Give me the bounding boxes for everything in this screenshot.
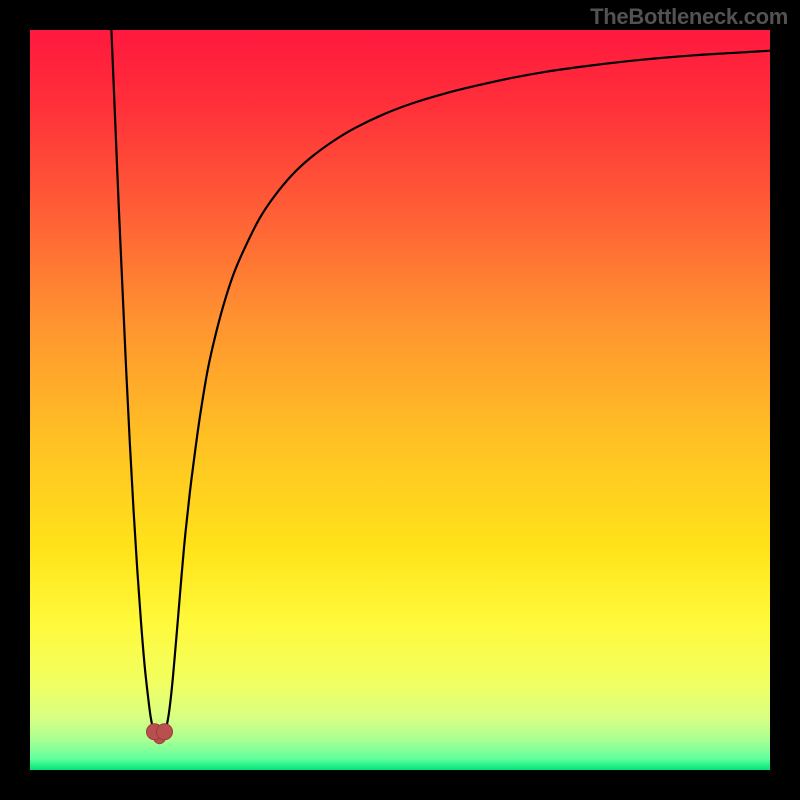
chart-container: TheBottleneck.com (0, 0, 800, 800)
watermark-text: TheBottleneck.com (590, 4, 788, 30)
bottleneck-chart (0, 0, 800, 800)
plot-background (30, 30, 770, 770)
